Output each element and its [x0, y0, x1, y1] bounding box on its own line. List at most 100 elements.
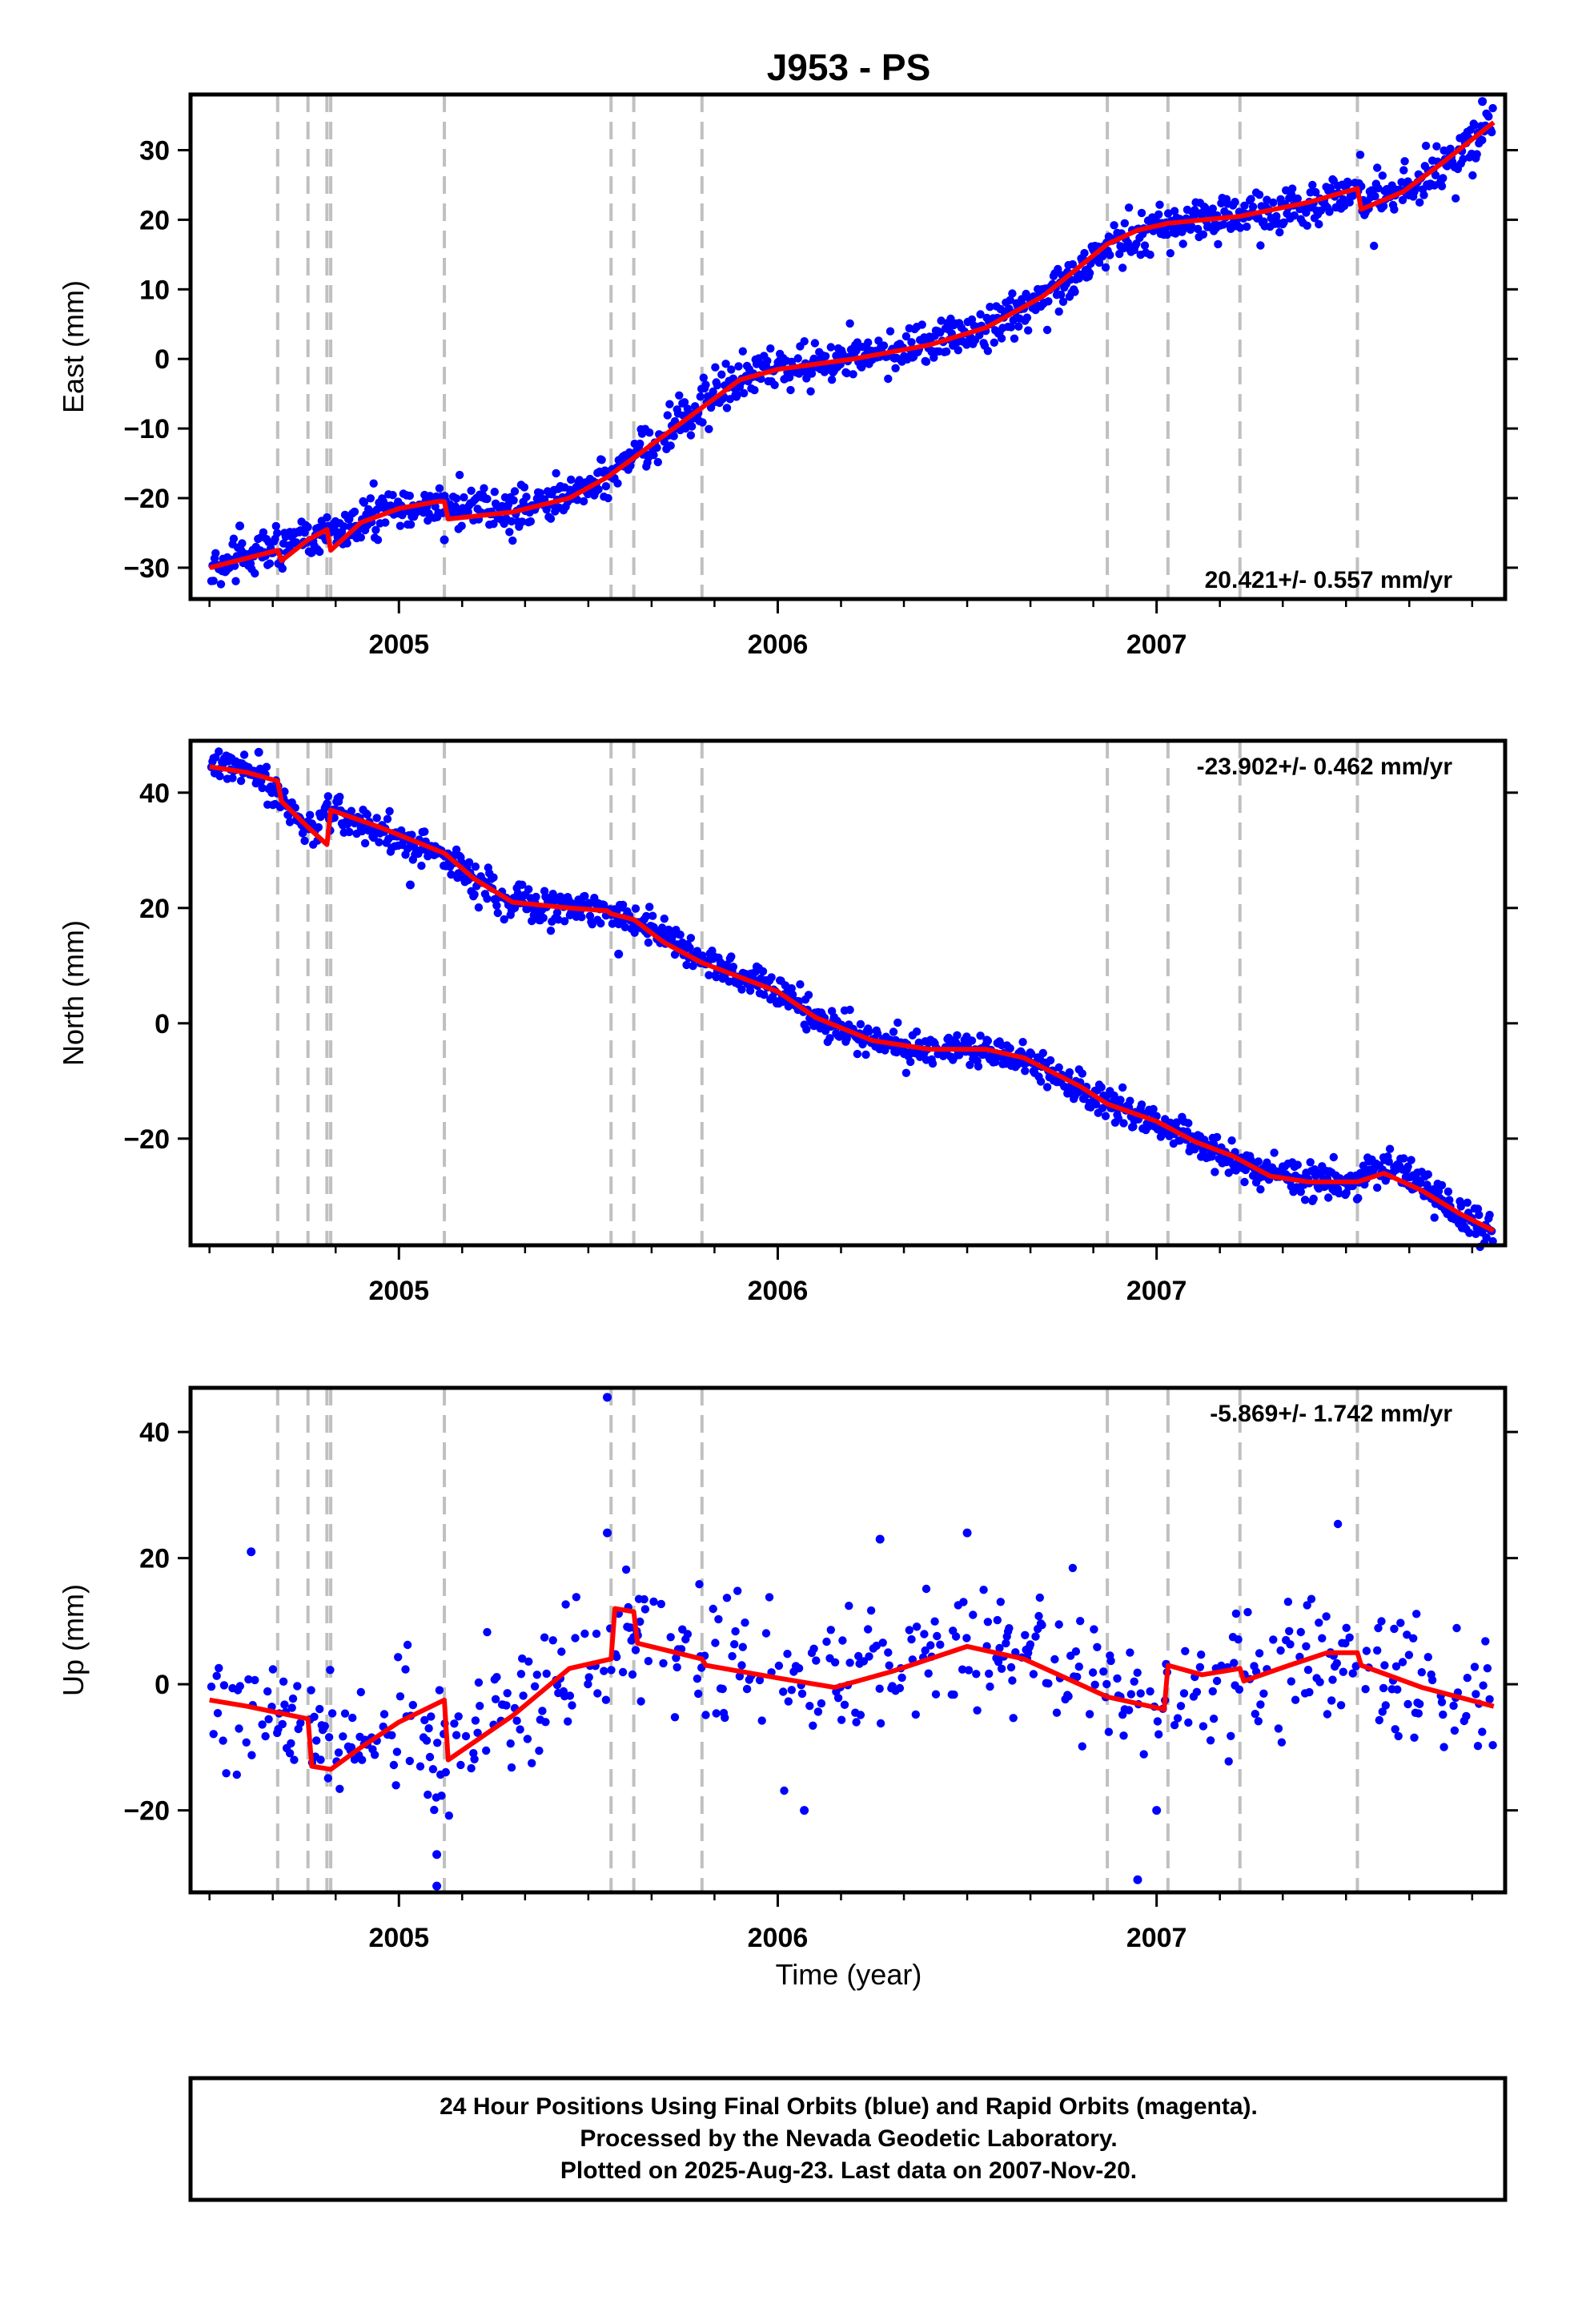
data-point — [1184, 1119, 1193, 1128]
data-point — [552, 908, 562, 917]
data-point — [1073, 1672, 1082, 1682]
data-point — [268, 1665, 278, 1674]
data-point — [1403, 1630, 1411, 1639]
data-point — [711, 363, 720, 372]
x-tick-label: 2005 — [368, 1276, 429, 1306]
data-point — [538, 1707, 547, 1715]
data-point — [1379, 202, 1388, 211]
plot-frame — [188, 1385, 1508, 1895]
data-point — [1093, 1642, 1102, 1651]
data-point — [774, 1661, 784, 1671]
data-point — [954, 346, 963, 355]
data-point — [875, 1684, 884, 1693]
data-point — [892, 1047, 901, 1057]
data-point — [593, 1689, 602, 1698]
data-point — [483, 895, 492, 903]
data-point — [884, 374, 893, 384]
data-point — [1050, 1655, 1059, 1664]
data-point — [1163, 209, 1173, 218]
data-point — [849, 370, 857, 379]
data-point — [1136, 1689, 1145, 1698]
data-point — [673, 1663, 681, 1672]
data-point — [1384, 1157, 1393, 1166]
data-point — [1212, 1676, 1222, 1686]
data-point — [594, 485, 603, 494]
data-point — [817, 1699, 826, 1708]
data-point — [348, 1713, 357, 1723]
data-point — [1149, 1104, 1158, 1114]
data-point — [1375, 1715, 1384, 1725]
data-point — [840, 1700, 849, 1709]
data-point — [675, 391, 684, 400]
data-point — [1399, 1154, 1408, 1163]
data-point — [215, 772, 224, 781]
data-point — [356, 533, 365, 542]
data-point — [1307, 1594, 1316, 1603]
data-point — [554, 915, 563, 924]
data-point — [865, 1027, 873, 1036]
data-point — [1090, 1625, 1098, 1634]
x-tick-label: 2005 — [368, 1923, 429, 1953]
data-point — [827, 376, 837, 384]
data-point — [1064, 1692, 1073, 1701]
data-point — [1116, 1096, 1125, 1104]
data-point — [506, 1739, 515, 1748]
y-tick-label: −10 — [123, 414, 170, 444]
data-point — [825, 1034, 834, 1043]
data-point — [1042, 325, 1052, 335]
data-point — [306, 810, 315, 819]
data-point — [492, 901, 501, 911]
data-point — [1179, 1689, 1189, 1698]
data-point — [907, 1634, 916, 1644]
data-point — [387, 1731, 396, 1739]
data-point — [1437, 182, 1447, 191]
data-point — [381, 518, 390, 527]
data-point — [1404, 1651, 1414, 1659]
data-point — [1269, 1635, 1278, 1644]
data-point — [1478, 1727, 1487, 1736]
data-point — [524, 1657, 533, 1666]
data-point — [516, 1670, 526, 1679]
data-point — [1275, 227, 1284, 237]
data-point — [931, 1690, 941, 1699]
data-point — [1044, 297, 1053, 306]
data-point — [1021, 1630, 1030, 1640]
data-point — [1479, 1681, 1488, 1690]
data-point — [335, 1784, 344, 1793]
data-point — [793, 354, 802, 363]
data-point — [303, 523, 312, 532]
data-point — [734, 362, 743, 371]
data-point — [699, 373, 708, 382]
data-point — [1391, 1725, 1399, 1734]
data-point — [656, 1599, 665, 1609]
data-point — [1396, 1618, 1405, 1627]
data-point — [1399, 166, 1408, 175]
data-point — [1302, 1642, 1311, 1651]
data-point — [794, 1664, 804, 1673]
data-point — [1311, 187, 1320, 197]
data-point — [1421, 141, 1431, 151]
data-point — [323, 792, 332, 801]
data-point — [1437, 1180, 1447, 1190]
data-point — [1478, 97, 1488, 107]
data-point — [1285, 1626, 1294, 1636]
data-point — [1274, 1724, 1283, 1733]
data-point — [359, 498, 368, 507]
data-point — [460, 493, 468, 502]
data-point — [1022, 313, 1032, 322]
data-point — [628, 1670, 637, 1679]
data-point — [532, 892, 540, 902]
data-point — [669, 432, 678, 440]
data-point — [1110, 221, 1118, 230]
data-point — [565, 1691, 575, 1700]
data-point — [758, 967, 768, 976]
data-point — [518, 517, 527, 526]
data-point — [1459, 155, 1468, 163]
data-point — [853, 1049, 862, 1059]
data-point — [228, 774, 237, 782]
data-point — [709, 387, 717, 396]
data-point — [721, 1713, 729, 1723]
data-point — [447, 870, 456, 879]
data-point — [986, 1682, 994, 1691]
data-point — [1256, 1185, 1265, 1194]
